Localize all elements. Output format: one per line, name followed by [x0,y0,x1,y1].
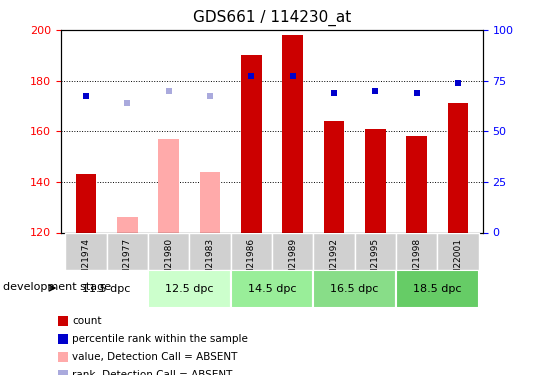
Text: count: count [72,316,102,326]
Text: GSM21983: GSM21983 [205,238,214,287]
Text: GSM21989: GSM21989 [288,238,297,287]
Text: GSM21992: GSM21992 [330,238,339,287]
Bar [406,136,427,232]
Text: GSM21986: GSM21986 [247,238,256,287]
FancyBboxPatch shape [355,232,396,270]
FancyBboxPatch shape [107,232,148,270]
Text: percentile rank within the sample: percentile rank within the sample [72,334,248,344]
FancyBboxPatch shape [189,232,230,270]
FancyBboxPatch shape [148,270,230,308]
FancyBboxPatch shape [230,232,272,270]
Text: 14.5 dpc: 14.5 dpc [248,284,296,294]
Bar [117,217,138,232]
Text: GSM21974: GSM21974 [82,238,90,287]
FancyBboxPatch shape [272,232,314,270]
FancyBboxPatch shape [396,232,437,270]
Bar [282,35,303,232]
FancyBboxPatch shape [396,270,479,308]
Bar [241,56,261,232]
Bar [158,139,179,232]
FancyBboxPatch shape [65,270,148,308]
Text: value, Detection Call = ABSENT: value, Detection Call = ABSENT [72,352,238,362]
Bar [365,129,386,232]
Title: GDS661 / 114230_at: GDS661 / 114230_at [193,10,351,26]
Text: development stage: development stage [3,282,111,292]
Text: GSM21980: GSM21980 [164,238,173,287]
Bar [324,121,344,232]
FancyBboxPatch shape [314,270,396,308]
FancyBboxPatch shape [230,270,314,308]
FancyBboxPatch shape [314,232,355,270]
Text: 11.5 dpc: 11.5 dpc [82,284,131,294]
Bar [200,172,220,232]
Text: GSM21977: GSM21977 [123,238,132,287]
Text: GSM21995: GSM21995 [371,238,380,287]
Text: rank, Detection Call = ABSENT: rank, Detection Call = ABSENT [72,370,233,375]
Text: GSM21998: GSM21998 [412,238,421,287]
FancyBboxPatch shape [65,232,107,270]
FancyBboxPatch shape [437,232,479,270]
Text: GSM22001: GSM22001 [453,238,462,287]
Bar [448,104,468,232]
Text: 18.5 dpc: 18.5 dpc [413,284,462,294]
Bar [75,174,96,232]
Text: 12.5 dpc: 12.5 dpc [165,284,214,294]
FancyBboxPatch shape [148,232,189,270]
Text: 16.5 dpc: 16.5 dpc [330,284,379,294]
